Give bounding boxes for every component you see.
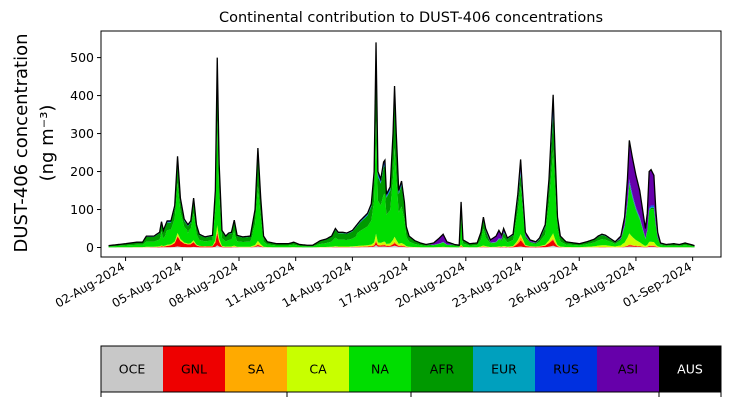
stacked-areas: [108, 42, 695, 248]
legend-label-gnl: GNL: [181, 362, 207, 377]
y-tick-label: 500: [70, 50, 94, 65]
plot-frame: [100, 30, 722, 258]
legend-label-eur: EUR: [491, 362, 517, 377]
y-axis: 0 100 200 300 400 500: [70, 50, 101, 255]
area-gnl: [108, 232, 695, 248]
chart-title: Continental contribution to DUST-406 con…: [219, 10, 603, 26]
legend-label-asi: ASI: [618, 362, 638, 377]
y-axis-label-line1: DUST-406 concentration: [11, 33, 32, 252]
legend-swatch-aus: [659, 346, 722, 392]
area-afr: [108, 55, 695, 247]
legend-label-aus: AUS: [677, 362, 703, 377]
y-tick-label: 300: [70, 126, 94, 141]
area-ca: [108, 225, 695, 248]
y-axis-label-line2: (ng m⁻³): [37, 105, 58, 182]
legend-label-ca: CA: [309, 362, 327, 377]
legend-colorbar: OCE GNL SA CA NA AFR EUR RUS ASI AUS: [100, 345, 722, 397]
legend-swatch-sa: [225, 346, 288, 392]
legend-swatch-afr: [411, 346, 474, 392]
area-oce: [108, 245, 695, 248]
y-tick-label: 0: [86, 240, 94, 255]
y-tick-label: 400: [70, 88, 94, 103]
legend-swatch-na: [349, 346, 412, 392]
legend-label-na: NA: [371, 362, 389, 377]
legend-label-sa: SA: [248, 362, 265, 377]
area-na: [108, 120, 695, 248]
legend-label-afr: AFR: [430, 362, 455, 377]
legend-label-oce: OCE: [119, 362, 146, 377]
x-axis: 02-Aug-202405-Aug-202408-Aug-202411-Aug-…: [53, 257, 694, 310]
legend-swatch-oce: [101, 346, 164, 392]
legend-swatch-ca: [287, 346, 350, 392]
y-tick-label: 100: [70, 202, 94, 217]
area-sa: [108, 230, 695, 248]
y-tick-label: 200: [70, 164, 94, 179]
total-outline: [108, 42, 695, 247]
legend-label-rus: RUS: [553, 362, 579, 377]
legend-swatch-asi: [597, 346, 660, 392]
legend-swatch-eur: [473, 346, 536, 392]
legend-swatch-rus: [535, 346, 598, 392]
legend-swatch-gnl: [163, 346, 226, 392]
